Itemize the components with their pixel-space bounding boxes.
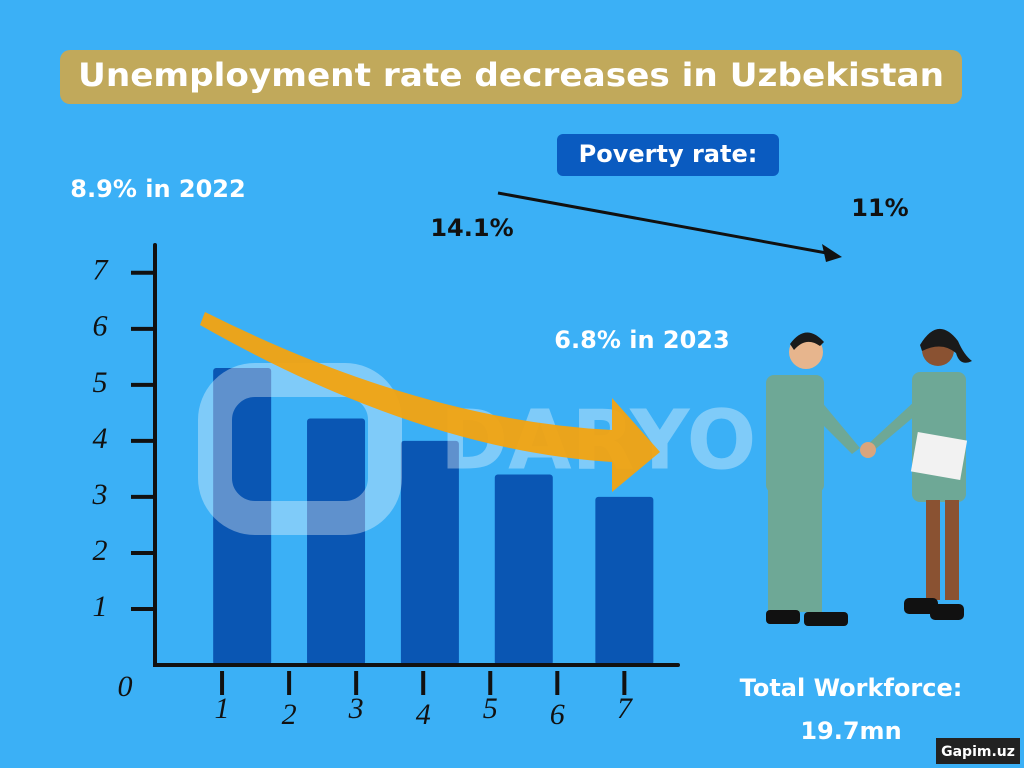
poverty-pill [557, 134, 779, 176]
y-tick-label: 3 [92, 478, 108, 511]
workforce-label: Total Workforce: [740, 674, 963, 702]
source-box [936, 738, 1020, 764]
x-tick-label: 4 [416, 698, 431, 731]
start-annotation: 8.9% in 2022 [70, 175, 245, 203]
y-tick-label: 4 [93, 422, 108, 455]
y-tick-label: 1 [93, 590, 108, 623]
x-tick-label: 2 [282, 698, 297, 731]
poverty-arrow [497, 191, 833, 256]
poverty-from: 14.1% [430, 214, 513, 242]
workforce-value: 19.7mn [800, 717, 901, 745]
x-tick-label: 7 [617, 692, 634, 725]
y-tick-label: 0 [118, 670, 133, 703]
bar [494, 474, 553, 665]
bar [213, 368, 272, 665]
poverty-label: Poverty rate: [579, 140, 758, 168]
x-tick-label: 1 [215, 692, 230, 725]
y-tick-label: 5 [93, 366, 108, 399]
x-tick-label: 3 [348, 692, 364, 725]
source: Gapim.uz [941, 744, 1015, 760]
y-tick-label: 2 [93, 534, 108, 567]
x-tick-label: 6 [550, 698, 565, 731]
title-pill [60, 50, 962, 104]
bar [307, 418, 366, 665]
watermark-logo [198, 363, 402, 535]
poverty-arrow-head [822, 244, 842, 262]
trend-arrow [200, 312, 660, 492]
poverty-to: 11% [851, 194, 908, 222]
y-tick-label: 6 [93, 310, 108, 343]
bar [400, 440, 459, 665]
bar [595, 496, 654, 665]
chart-title: Unemployment rate decreases in Uzbekista… [78, 56, 944, 94]
x-tick-label: 5 [483, 692, 498, 725]
people-illustration [766, 328, 972, 626]
y-tick-label: 7 [93, 254, 110, 287]
end-annotation: 6.8% in 2023 [554, 326, 729, 354]
